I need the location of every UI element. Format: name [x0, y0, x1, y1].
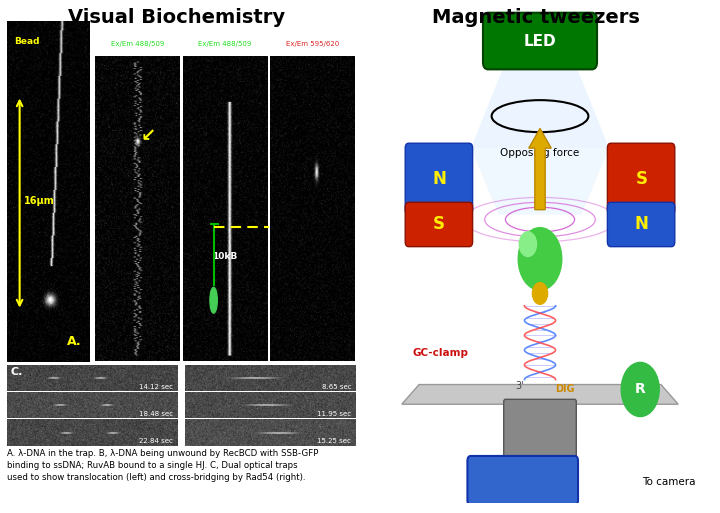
Text: 3': 3'	[515, 381, 523, 390]
Polygon shape	[402, 385, 678, 404]
FancyArrow shape	[528, 128, 552, 210]
Text: 15.25 sec: 15.25 sec	[318, 439, 351, 444]
FancyBboxPatch shape	[483, 13, 597, 69]
Text: GC-clamp: GC-clamp	[412, 347, 468, 358]
Text: 14.12 sec: 14.12 sec	[139, 384, 173, 390]
Text: N: N	[432, 170, 446, 188]
Circle shape	[518, 227, 562, 291]
Text: A. λ-DNA in the trap. B, λ-DNA being unwound by RecBCD with SSB-GFP
binding to s: A. λ-DNA in the trap. B, λ-DNA being unw…	[7, 449, 318, 482]
FancyBboxPatch shape	[405, 143, 472, 214]
Text: RuvB-mCherry: RuvB-mCherry	[282, 26, 343, 35]
Text: 16μm: 16μm	[24, 196, 55, 206]
Circle shape	[532, 283, 548, 304]
Text: 10kB: 10kB	[212, 252, 237, 262]
Text: 22.84 sec: 22.84 sec	[139, 439, 173, 444]
Polygon shape	[471, 62, 609, 148]
Text: DIG: DIG	[556, 384, 575, 394]
Text: HJ + YOYO-1: HJ + YOYO-1	[199, 26, 251, 35]
Text: C.: C.	[11, 367, 23, 377]
Text: 8.65 sec: 8.65 sec	[322, 384, 351, 390]
Text: Opposing force: Opposing force	[500, 148, 580, 158]
Text: 18.48 sec: 18.48 sec	[139, 411, 173, 417]
Text: ↙: ↙	[140, 128, 156, 146]
Text: Magnetic tweezers: Magnetic tweezers	[433, 8, 640, 27]
FancyBboxPatch shape	[467, 456, 578, 505]
FancyBboxPatch shape	[405, 202, 472, 247]
Text: Bead: Bead	[14, 37, 40, 46]
Circle shape	[621, 362, 660, 417]
Text: R: R	[635, 383, 646, 397]
Text: S: S	[635, 170, 647, 188]
Circle shape	[519, 232, 536, 256]
Text: Ex/Em 488/509: Ex/Em 488/509	[111, 41, 164, 47]
Text: Ex/Em 595/620: Ex/Em 595/620	[286, 41, 339, 47]
Text: A.: A.	[67, 335, 81, 348]
FancyBboxPatch shape	[608, 202, 675, 247]
Text: Visual Biochemistry: Visual Biochemistry	[68, 8, 285, 27]
Text: Ex/Em 488/509: Ex/Em 488/509	[198, 41, 252, 47]
Text: B.: B.	[96, 23, 111, 36]
Circle shape	[210, 287, 217, 313]
Polygon shape	[471, 148, 609, 214]
Text: 11.95 sec: 11.95 sec	[317, 411, 351, 417]
Text: N: N	[634, 215, 648, 233]
Text: To camera: To camera	[642, 477, 696, 487]
Text: LED: LED	[523, 34, 557, 49]
Text: SSB-GFP: SSB-GFP	[119, 26, 156, 35]
FancyBboxPatch shape	[504, 399, 576, 461]
Text: S: S	[433, 215, 445, 233]
FancyBboxPatch shape	[608, 143, 675, 214]
